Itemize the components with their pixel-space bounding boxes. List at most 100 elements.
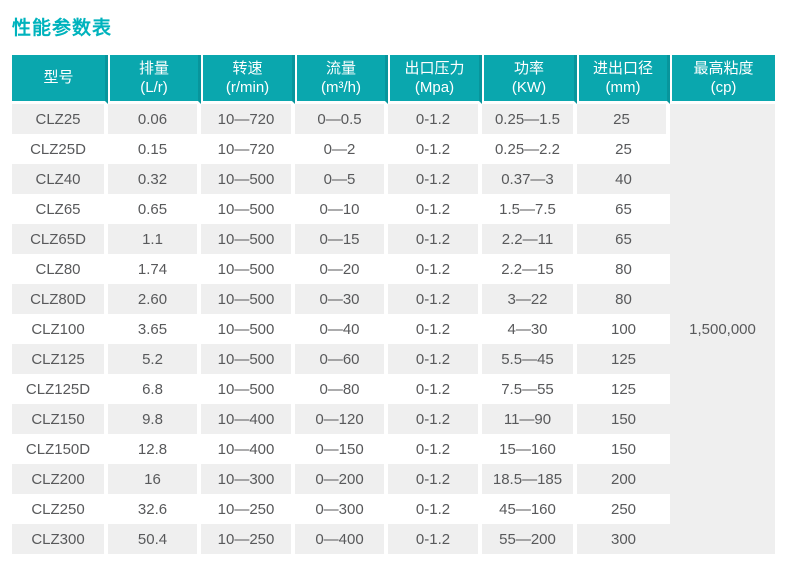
table-row-clz150d: CLZ150D 12.8 10—400 0—150 0-1.2 15—160 150 (12, 434, 775, 464)
cell-model: CLZ65D (12, 224, 108, 254)
cell-flow: 0—120 (295, 404, 388, 434)
cell-power: 7.5—55 (482, 374, 577, 404)
cell-power: 5.5—45 (482, 344, 577, 374)
table-row-clz150: CLZ150 9.8 10—400 0—120 0-1.2 11—90 150 (12, 404, 775, 434)
table-row-clz80: CLZ80 1.74 10—500 0—20 0-1.2 2.2—15 80 (12, 254, 775, 284)
cell-model: CLZ25 (12, 104, 108, 134)
cell-displacement: 50.4 (108, 524, 201, 554)
cell-outlet-pressure: 0-1.2 (388, 134, 482, 164)
table-row-clz65d: CLZ65D 1.1 10—500 0—15 0-1.2 2.2—11 65 (12, 224, 775, 254)
cell-flow: 0—10 (295, 194, 388, 224)
cell-speed: 10—400 (201, 404, 295, 434)
column-header-model: 型号 (12, 55, 108, 104)
cell-speed: 10—250 (201, 494, 295, 524)
cell-power: 15—160 (482, 434, 577, 464)
cell-port-diameter: 25 (577, 104, 670, 134)
column-unit: (m³/h) (321, 79, 361, 96)
table-row-clz25: CLZ25 0.06 10—720 0—0.5 0-1.2 0.25—1.5 25 1,500… (12, 104, 775, 554)
cell-power: 0.37—3 (482, 164, 577, 194)
cell-port-diameter: 125 (577, 374, 670, 404)
cell-speed: 10—500 (201, 194, 295, 224)
cell-flow: 0—200 (295, 464, 388, 494)
cell-power: 2.2—11 (482, 224, 577, 254)
cell-flow: 0—2 (295, 134, 388, 164)
cell-model: CLZ150 (12, 404, 108, 434)
cell-outlet-pressure: 0-1.2 (388, 314, 482, 344)
cell-outlet-pressure: 0-1.2 (388, 284, 482, 314)
cell-port-diameter: 150 (577, 434, 670, 464)
cell-outlet-pressure: 0-1.2 (388, 374, 482, 404)
cell-port-diameter: 100 (577, 314, 670, 344)
cell-displacement: 0.15 (108, 134, 201, 164)
cell-power: 3—22 (482, 284, 577, 314)
page-container: 性能参数表 型号 排量 (L/r) 转速 (r/min) 流量 (m³/h) 出口压力 (Mpa… (12, 18, 775, 554)
cell-model: CLZ300 (12, 524, 108, 554)
cell-power: 0.25—1.5 (482, 104, 577, 134)
cell-speed: 10—400 (201, 434, 295, 464)
cell-speed: 10—300 (201, 464, 295, 494)
cell-power: 0.25—2.2 (482, 134, 577, 164)
cell-displacement: 0.32 (108, 164, 201, 194)
cell-speed: 10—500 (201, 314, 295, 344)
cell-power: 45—160 (482, 494, 577, 524)
cell-flow: 0—5 (295, 164, 388, 194)
table-row-clz80d: CLZ80D 2.60 10—500 0—30 0-1.2 3—22 80 (12, 284, 775, 314)
column-unit: (Mpa) (414, 79, 455, 96)
column-unit: (mm) (605, 79, 641, 96)
cell-port-diameter: 150 (577, 404, 670, 434)
cell-speed: 10—500 (201, 224, 295, 254)
cell-model: CLZ200 (12, 464, 108, 494)
table-row-clz300: CLZ300 50.4 10—250 0—400 0-1.2 55—200 300 (12, 524, 775, 554)
cell-flow: 0—20 (295, 254, 388, 284)
column-header-displacement: 排量 (L/r) (108, 55, 201, 104)
cell-model: CLZ125 (12, 344, 108, 374)
performance-table: 型号 排量 (L/r) 转速 (r/min) 流量 (m³/h) 出口压力 (Mpa) 功率 (KW… (12, 55, 775, 554)
cell-displacement: 5.2 (108, 344, 201, 374)
cell-power: 2.2—15 (482, 254, 577, 284)
cell-speed: 10—720 (201, 134, 295, 164)
cell-model: CLZ250 (12, 494, 108, 524)
cell-flow: 0—300 (295, 494, 388, 524)
cell-flow: 0—0.5 (295, 104, 388, 134)
cell-displacement: 0.65 (108, 194, 201, 224)
column-header-speed: 转速 (r/min) (201, 55, 295, 104)
cell-speed: 10—250 (201, 524, 295, 554)
cell-port-diameter: 125 (577, 344, 670, 374)
cell-displacement: 32.6 (108, 494, 201, 524)
cell-flow: 0—30 (295, 284, 388, 314)
cell-power: 18.5—185 (482, 464, 577, 494)
table-row-clz65: CLZ65 0.65 10—500 0—10 0-1.2 1.5—7.5 65 (12, 194, 775, 224)
cell-model: CLZ40 (12, 164, 108, 194)
column-label: 流量 (325, 59, 356, 77)
column-label: 最高粘度 (693, 59, 754, 77)
table-row-clz250: CLZ250 32.6 10—250 0—300 0-1.2 45—160 250 (12, 494, 775, 524)
column-header-power: 功率 (KW) (482, 55, 577, 104)
cell-power: 55—200 (482, 524, 577, 554)
cell-model: CLZ125D (12, 374, 108, 404)
cell-port-diameter: 80 (577, 284, 670, 314)
cell-port-diameter: 65 (577, 194, 670, 224)
cell-displacement: 0.06 (108, 104, 201, 134)
cell-outlet-pressure: 0-1.2 (388, 434, 482, 464)
cell-speed: 10—500 (201, 254, 295, 284)
cell-port-diameter: 300 (577, 524, 670, 554)
cell-outlet-pressure: 0-1.2 (388, 524, 482, 554)
table-row-clz40: CLZ40 0.32 10—500 0—5 0-1.2 0.37—3 40 (12, 164, 775, 194)
column-header-port-diameter: 进出口径 (mm) (577, 55, 670, 104)
cell-outlet-pressure: 0-1.2 (388, 254, 482, 284)
column-header-max-viscosity: 最高粘度 (cp) (670, 55, 775, 104)
cell-port-diameter: 250 (577, 494, 670, 524)
table-row-clz25d: CLZ25D 0.15 10—720 0—2 0-1.2 0.25—2.2 25 (12, 134, 775, 164)
cell-outlet-pressure: 0-1.2 (388, 344, 482, 374)
cell-displacement: 6.8 (108, 374, 201, 404)
cell-speed: 10—500 (201, 344, 295, 374)
column-label: 转速 (232, 59, 263, 77)
column-header-outlet-pressure: 出口压力 (Mpa) (388, 55, 482, 104)
cell-power: 11—90 (482, 404, 577, 434)
cell-displacement: 16 (108, 464, 201, 494)
column-label: 排量 (138, 59, 169, 77)
merged-max-viscosity-cell: 1,500,000 (670, 104, 775, 554)
column-label: 进出口径 (592, 59, 653, 77)
header-row: 型号 排量 (L/r) 转速 (r/min) 流量 (m³/h) 出口压力 (Mpa) 功率 (KW… (12, 55, 775, 104)
cell-flow: 0—150 (295, 434, 388, 464)
